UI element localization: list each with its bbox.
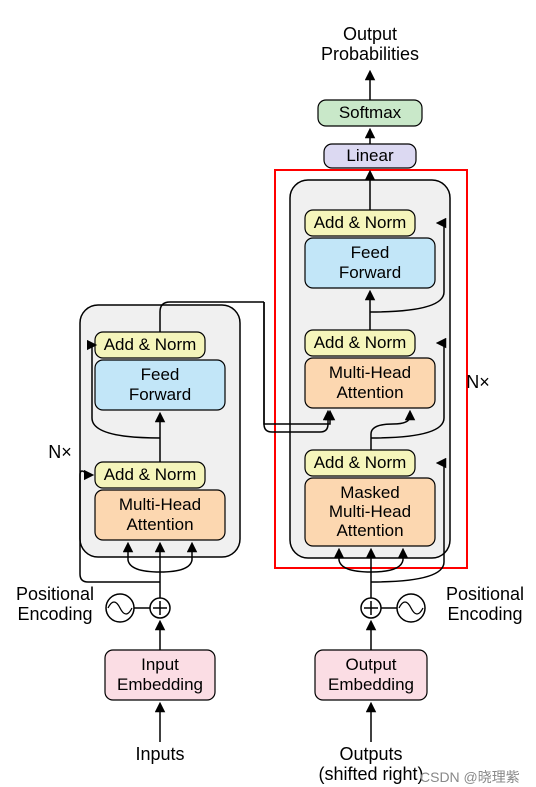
output-emb-line1: Output	[345, 655, 396, 674]
svg-text:Forward: Forward	[339, 263, 401, 282]
svg-text:Positional: Positional	[16, 584, 94, 604]
decoder-mmha-line3: Attention	[336, 521, 403, 540]
decoder-mmha-line2: Multi-Head	[329, 502, 411, 521]
svg-text:Feed: Feed	[351, 243, 390, 262]
svg-text:Inputs: Inputs	[135, 744, 184, 764]
plus-right-icon	[361, 598, 381, 618]
pe-left-line2: Encoding	[17, 604, 92, 624]
decoder-mha-line2: Attention	[336, 383, 403, 402]
svg-text:Add & Norm: Add & Norm	[314, 333, 407, 352]
pe-right-line1: Positional	[446, 584, 524, 604]
svg-text:Multi-Head: Multi-Head	[329, 502, 411, 521]
decoder-ff-line2: Forward	[339, 263, 401, 282]
encoder-mha-line1: Multi-Head	[119, 495, 201, 514]
svg-text:Positional: Positional	[446, 584, 524, 604]
svg-text:CSDN @晓理紫: CSDN @晓理紫	[420, 769, 520, 785]
svg-text:Masked: Masked	[340, 483, 400, 502]
output-prob-line1: Output	[343, 24, 397, 44]
svg-text:N×: N×	[48, 442, 72, 462]
svg-text:Embedding: Embedding	[117, 675, 203, 694]
svg-text:Encoding: Encoding	[447, 604, 522, 624]
svg-text:Input: Input	[141, 655, 179, 674]
svg-text:Attention: Attention	[336, 521, 403, 540]
svg-text:Add & Norm: Add & Norm	[314, 213, 407, 232]
svg-text:Embedding: Embedding	[328, 675, 414, 694]
decoder-nx-label: N×	[466, 372, 490, 392]
encoder-addnorm2-text: Add & Norm	[104, 335, 197, 354]
encoder-addnorm1-text: Add & Norm	[104, 465, 197, 484]
svg-text:Output: Output	[345, 655, 396, 674]
svg-text:Attention: Attention	[336, 383, 403, 402]
svg-text:Multi-Head: Multi-Head	[119, 495, 201, 514]
pe-left-sine-icon	[106, 594, 134, 622]
encoder-nx-label: N×	[48, 442, 72, 462]
svg-text:Outputs: Outputs	[339, 744, 402, 764]
input-emb-line2: Embedding	[117, 675, 203, 694]
svg-text:Add & Norm: Add & Norm	[104, 465, 197, 484]
inputs-label: Inputs	[135, 744, 184, 764]
pe-left-line1: Positional	[16, 584, 94, 604]
decoder-addnorm2-text: Add & Norm	[314, 333, 407, 352]
svg-text:Multi-Head: Multi-Head	[329, 363, 411, 382]
svg-text:Add & Norm: Add & Norm	[104, 335, 197, 354]
svg-text:(shifted right): (shifted right)	[318, 764, 423, 784]
svg-text:N×: N×	[466, 372, 490, 392]
input-emb-line1: Input	[141, 655, 179, 674]
output-prob-line2: Probabilities	[321, 44, 419, 64]
pe-right-sine-icon	[397, 594, 425, 622]
watermark-text: CSDN @晓理紫	[420, 769, 520, 785]
svg-text:Probabilities: Probabilities	[321, 44, 419, 64]
svg-text:Softmax: Softmax	[339, 103, 402, 122]
output-emb-line2: Embedding	[328, 675, 414, 694]
svg-text:Encoding: Encoding	[17, 604, 92, 624]
decoder-addnorm3-text: Add & Norm	[314, 213, 407, 232]
softmax-text: Softmax	[339, 103, 402, 122]
outputs-label-line2: (shifted right)	[318, 764, 423, 784]
svg-text:Attention: Attention	[126, 515, 193, 534]
decoder-mmha-line1: Masked	[340, 483, 400, 502]
svg-text:Linear: Linear	[346, 146, 394, 165]
encoder-mha-line2: Attention	[126, 515, 193, 534]
svg-text:Add & Norm: Add & Norm	[314, 453, 407, 472]
plus-left-icon	[150, 598, 170, 618]
pe-right-line2: Encoding	[447, 604, 522, 624]
svg-text:Forward: Forward	[129, 385, 191, 404]
linear-text: Linear	[346, 146, 394, 165]
decoder-mha-line1: Multi-Head	[329, 363, 411, 382]
svg-text:Feed: Feed	[141, 365, 180, 384]
outputs-label-line1: Outputs	[339, 744, 402, 764]
decoder-addnorm1-text: Add & Norm	[314, 453, 407, 472]
svg-text:Output: Output	[343, 24, 397, 44]
decoder-ff-line1: Feed	[351, 243, 390, 262]
encoder-ff-line1: Feed	[141, 365, 180, 384]
encoder-ff-line2: Forward	[129, 385, 191, 404]
